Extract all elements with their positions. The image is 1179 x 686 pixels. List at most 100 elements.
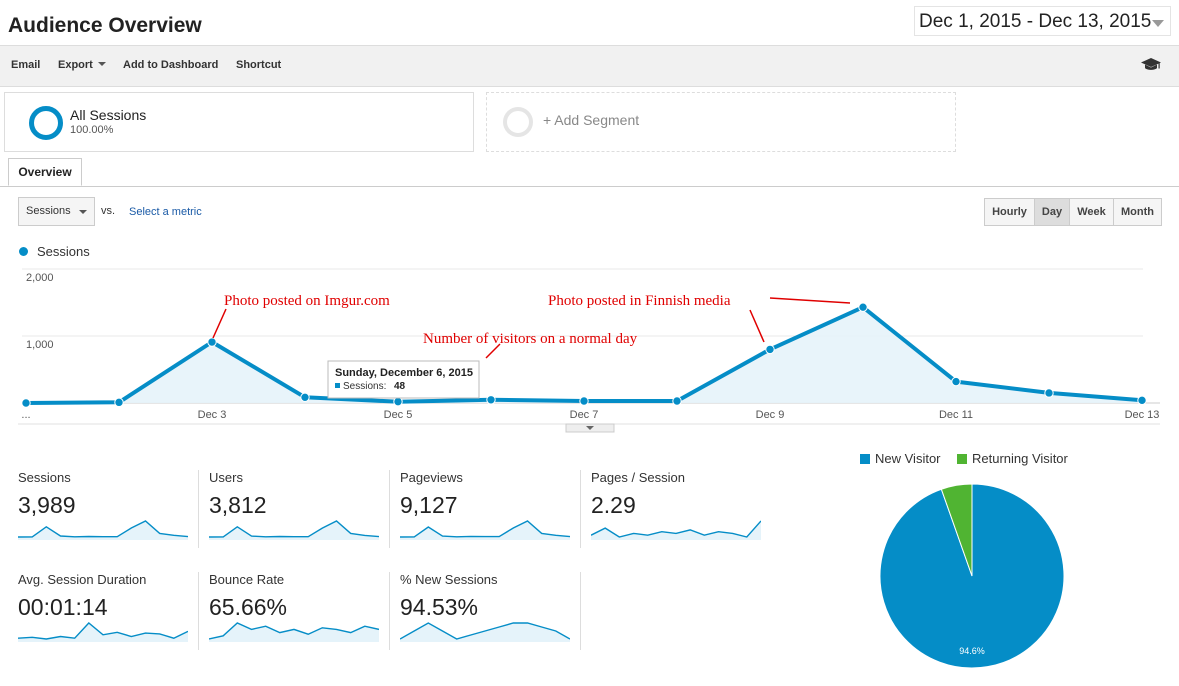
pie-slice-label: 94.6% [959,646,985,656]
metric-label: Pages / Session [591,470,685,485]
visitor-type-pie-chart: 94.6% [879,483,1065,669]
sparkline-line [591,520,761,538]
email-button[interactable]: Email [11,59,41,71]
x-tick-label: Dec 7 [570,409,599,421]
annotation-normal-day: Number of visitors on a normal day [423,331,638,347]
metric-sparkline [209,622,379,642]
add-to-dashboard-button[interactable]: Add to Dashboard [123,59,219,71]
segment-all-sessions[interactable]: All Sessions 100.00% [4,92,474,152]
sparkline-area [209,521,379,540]
export-menu-button[interactable]: Export [58,59,106,71]
shortcut-button[interactable]: Shortcut [236,59,282,71]
sparkline-line [400,622,570,640]
metric-sparkline [18,520,188,540]
legend-swatch [860,454,870,464]
annotation-pointer [485,343,501,359]
annotation-pointer [212,308,227,339]
add-segment-button[interactable]: + Add Segment [486,92,956,152]
data-point[interactable] [21,398,31,408]
metric-value: 00:01:14 [18,594,108,620]
data-point[interactable] [207,337,217,347]
metric-value: 3,812 [209,492,267,518]
metric-value: 3,989 [18,492,76,518]
data-point[interactable] [300,392,310,403]
data-point[interactable] [951,376,961,387]
pie-legend-returning: Returning Visitor [957,451,1068,466]
metric-sparkline [18,622,188,642]
data-point[interactable] [765,344,775,355]
x-tick-label: Dec 3 [198,409,227,421]
pie-legend-returning-label: Returning Visitor [972,451,1068,466]
metric-divider [389,470,390,548]
empty-segment-ring-icon [503,107,533,137]
legend-swatch [957,454,967,464]
caret-down-icon [586,426,594,430]
sparkline-area [209,623,379,642]
export-label: Export [58,59,93,71]
annotation-imgur: Photo posted on Imgur.com [224,293,390,309]
sparkline-area [400,623,570,642]
data-point[interactable] [393,396,403,407]
sparkline-line [400,520,570,538]
hourly-button[interactable]: Hourly [984,198,1035,226]
annotation-pointer [749,309,765,343]
metric-label: % New Sessions [400,572,498,587]
metric-sparkline [209,520,379,540]
data-point[interactable] [1137,395,1147,406]
metric-select-value: Sessions [26,205,71,217]
tab-divider [0,186,1179,187]
tab-overview[interactable]: Overview [8,158,82,186]
sparkline-area [591,521,761,540]
tooltip-date: Sunday, December 6, 2015 [335,367,473,379]
sparkline-line [209,622,379,640]
metric-label: Sessions [18,470,71,485]
sessions-area [26,307,1142,403]
metric-divider [580,572,581,650]
metric-sparkline [400,520,570,540]
metric-divider [580,470,581,548]
annotation-finnish-media: Photo posted in Finnish media [548,293,731,309]
segment-ring-icon [29,106,63,140]
caret-down-icon [79,210,87,214]
y-tick-label: 1,000 [26,339,54,351]
data-point[interactable] [672,396,682,406]
data-point[interactable] [114,397,124,408]
annotation-pointer [769,297,851,304]
graduation-cap-icon[interactable] [1141,56,1161,77]
vs-label: vs. [101,205,116,217]
metric-sparkline [591,520,761,540]
day-button[interactable]: Day [1034,198,1070,226]
sparkline-line [18,622,188,640]
x-tick-label: Dec 11 [939,409,973,421]
chevron-down-icon [1152,20,1164,27]
sessions-line-chart: 2,000 1,000 ... Dec 3 Dec 5 Dec 7 Dec 9 Dec 1… [18,268,1160,433]
month-button[interactable]: Month [1113,198,1162,226]
metric-value: 94.53% [400,594,479,620]
pie-legend-new: New Visitor [860,451,941,466]
x-tick-label: Dec 5 [384,409,413,421]
select-metric-link[interactable]: Select a metric [129,206,202,218]
x-tick-label: Dec 9 [756,409,785,421]
metric-divider [198,470,199,548]
data-point[interactable] [579,396,589,406]
sparkline-area [400,521,570,540]
data-point[interactable] [858,302,868,312]
metric-value: 2.29 [591,492,636,518]
report-toolbar: Email Export Add to Dashboard Shortcut [0,45,1179,87]
data-point[interactable] [486,395,496,405]
week-button[interactable]: Week [1069,198,1114,226]
segment-name: All Sessions [70,107,147,123]
data-point[interactable] [1044,388,1054,398]
x-tick-label: Dec 13 [1125,409,1160,421]
add-segment-label: + Add Segment [543,112,640,128]
metric-label: Avg. Session Duration [18,572,147,587]
tooltip-box [327,360,480,399]
sparkline-area [18,623,188,642]
y-tick-label: 2,000 [26,272,54,284]
date-range-picker[interactable]: Dec 1, 2015 - Dec 13, 2015 [914,6,1171,36]
metric-sparkline [400,622,570,642]
tooltip-series-label: Sessions: [343,381,386,392]
metric-select[interactable]: Sessions [18,197,95,226]
tooltip-series-value: 48 [394,381,406,392]
tooltip-series-swatch [335,383,340,388]
